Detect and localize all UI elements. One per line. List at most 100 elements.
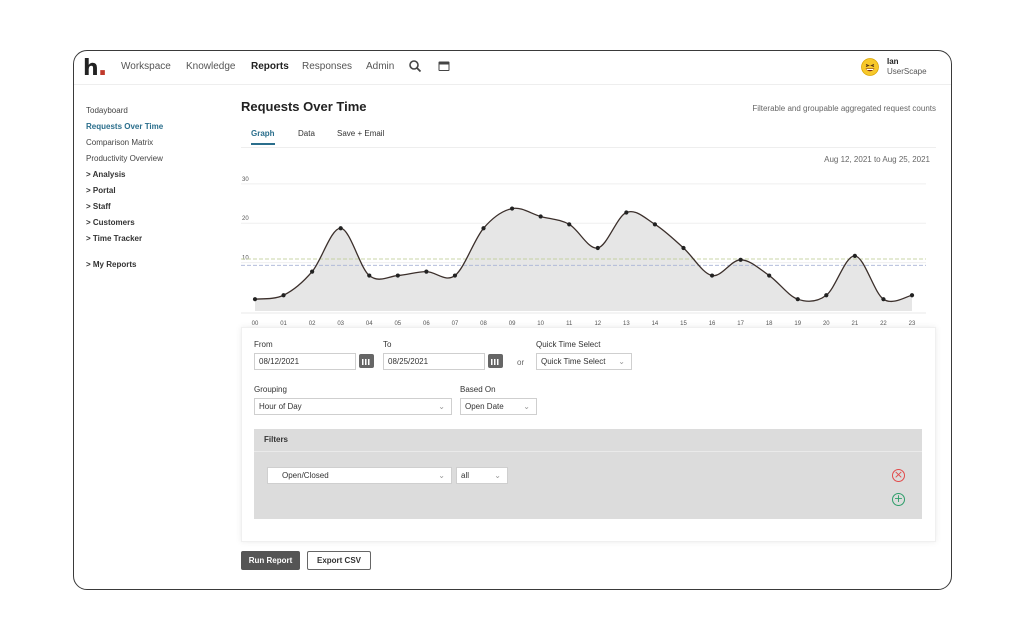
to-date-input[interactable]: 08/25/2021 xyxy=(383,353,485,370)
tab-save-email[interactable]: Save + Email xyxy=(337,129,385,138)
data-point xyxy=(767,273,772,278)
x-tick-label: 14 xyxy=(652,321,659,327)
tabs-divider xyxy=(241,147,936,148)
filter-field-select[interactable]: Open/Closed ⌄ xyxy=(267,467,452,484)
data-point xyxy=(652,222,658,227)
sidebar-group-analysis[interactable]: > Analysis xyxy=(86,170,126,179)
export-csv-button[interactable]: Export CSV xyxy=(307,551,371,570)
calendar-icon[interactable] xyxy=(437,59,451,73)
nav-admin[interactable]: Admin xyxy=(366,61,395,72)
x-tick-label: 19 xyxy=(794,321,801,327)
x-tick-label: 20 xyxy=(823,321,830,327)
data-point xyxy=(595,245,600,251)
x-tick-label: 23 xyxy=(909,321,916,327)
sidebar-group-portal[interactable]: > Portal xyxy=(86,186,116,195)
user-name: Ian xyxy=(887,57,899,66)
x-tick-label: 15 xyxy=(680,321,687,327)
data-point xyxy=(567,222,572,227)
x-tick-label: 18 xyxy=(766,321,773,327)
filters-header: Filters xyxy=(254,429,922,452)
grouping-select[interactable]: Hour of Day ⌄ xyxy=(254,398,452,415)
chevron-down-icon: ⌄ xyxy=(494,471,501,480)
run-report-button[interactable]: Run Report xyxy=(241,551,300,570)
data-point xyxy=(367,273,372,278)
quick-time-select[interactable]: Quick Time Select ⌄ xyxy=(536,353,632,370)
x-tick-label: 04 xyxy=(366,321,373,327)
top-nav-bar: h. Workspace Knowledge Reports Responses… xyxy=(74,51,951,85)
chevron-down-icon: ⌄ xyxy=(438,402,445,411)
logo-dot: . xyxy=(97,52,108,82)
based-on-select[interactable]: Open Date ⌄ xyxy=(460,398,537,415)
nav-responses[interactable]: Responses xyxy=(302,61,353,72)
quick-time-label: Quick Time Select xyxy=(536,340,601,349)
filter-value: all xyxy=(461,471,470,480)
or-text: or xyxy=(517,358,525,367)
tab-graph[interactable]: Graph xyxy=(251,129,275,145)
data-point xyxy=(424,269,429,274)
grinning-emoji-avatar-icon xyxy=(861,58,879,76)
x-tick-label: 01 xyxy=(280,321,287,327)
x-tick-label: 05 xyxy=(394,321,401,327)
filter-value-select[interactable]: all ⌄ xyxy=(456,467,508,484)
data-point xyxy=(738,257,743,262)
y-tick-label: 20 xyxy=(242,216,249,222)
user-menu[interactable]: Ian UserScape xyxy=(861,56,941,80)
x-tick-label: 09 xyxy=(509,321,516,327)
x-tick-label: 00 xyxy=(252,321,259,327)
y-tick-label: 10 xyxy=(242,256,249,262)
sidebar-item-comparison-matrix[interactable]: Comparison Matrix xyxy=(86,138,154,147)
x-tick-label: 21 xyxy=(852,321,859,327)
data-point xyxy=(538,214,543,219)
sidebar-group-my-reports[interactable]: > My Reports xyxy=(86,260,137,269)
x-tick-label: 10 xyxy=(537,321,544,327)
sidebar-group-staff[interactable]: > Staff xyxy=(86,202,111,211)
sidebar-group-time-tracker[interactable]: > Time Tracker xyxy=(86,234,143,243)
chevron-down-icon: ⌄ xyxy=(618,357,625,366)
chart-date-range: Aug 12, 2021 to Aug 25, 2021 xyxy=(824,155,930,164)
to-calendar-icon[interactable] xyxy=(488,354,503,368)
requests-area-chart: 10 20 30 00 01 02 03 04 05 06 07 08 09 10 11 12 13 14 15 16… xyxy=(241,177,926,327)
data-point xyxy=(709,273,715,278)
helpspot-logo[interactable]: h. xyxy=(83,54,108,81)
based-on-label: Based On xyxy=(460,385,496,394)
user-org: UserScape xyxy=(887,67,927,76)
logo-letter: h xyxy=(83,56,99,81)
x-tick-label: 07 xyxy=(452,321,459,327)
area-fill xyxy=(255,208,912,311)
x-tick-label: 13 xyxy=(623,321,630,327)
tab-data[interactable]: Data xyxy=(298,129,315,138)
filters-box: Filters Open/Closed ⌄ all ⌄ × + xyxy=(254,429,922,519)
quick-time-value: Quick Time Select xyxy=(541,357,606,366)
data-point xyxy=(624,210,629,215)
nav-knowledge[interactable]: Knowledge xyxy=(186,61,236,72)
data-point xyxy=(310,269,315,274)
x-tick-label: 16 xyxy=(709,321,716,327)
nav-reports[interactable]: Reports xyxy=(251,61,289,72)
data-point xyxy=(452,273,458,278)
x-tick-label: 11 xyxy=(566,321,573,327)
report-options-panel: From 08/12/2021 To 08/25/2021 or Quick T… xyxy=(241,327,936,542)
page-title: Requests Over Time xyxy=(241,99,367,114)
based-on-value: Open Date xyxy=(465,402,504,411)
search-icon[interactable] xyxy=(408,59,422,73)
x-tick-label: 06 xyxy=(423,321,430,327)
nav-workspace[interactable]: Workspace xyxy=(121,61,171,72)
sidebar-item-todayboard[interactable]: Todayboard xyxy=(86,106,128,115)
data-point xyxy=(881,297,886,302)
sidebar-item-requests-over-time[interactable]: Requests Over Time xyxy=(86,122,164,131)
x-tick-label: 12 xyxy=(594,321,601,327)
y-tick-label: 30 xyxy=(242,177,249,183)
grouping-value: Hour of Day xyxy=(259,402,302,411)
sidebar-item-productivity-overview[interactable]: Productivity Overview xyxy=(86,154,163,163)
data-point xyxy=(481,226,486,231)
from-calendar-icon[interactable] xyxy=(359,354,374,368)
x-tick-label: 08 xyxy=(480,321,487,327)
data-point xyxy=(252,297,258,302)
from-date-input[interactable]: 08/12/2021 xyxy=(254,353,356,370)
chevron-down-icon: ⌄ xyxy=(523,402,530,411)
add-filter-icon[interactable]: + xyxy=(892,492,905,506)
filter-field-value: Open/Closed xyxy=(282,471,329,480)
data-point xyxy=(281,293,286,298)
remove-filter-icon[interactable]: × xyxy=(892,468,905,482)
sidebar-group-customers[interactable]: > Customers xyxy=(86,218,135,227)
